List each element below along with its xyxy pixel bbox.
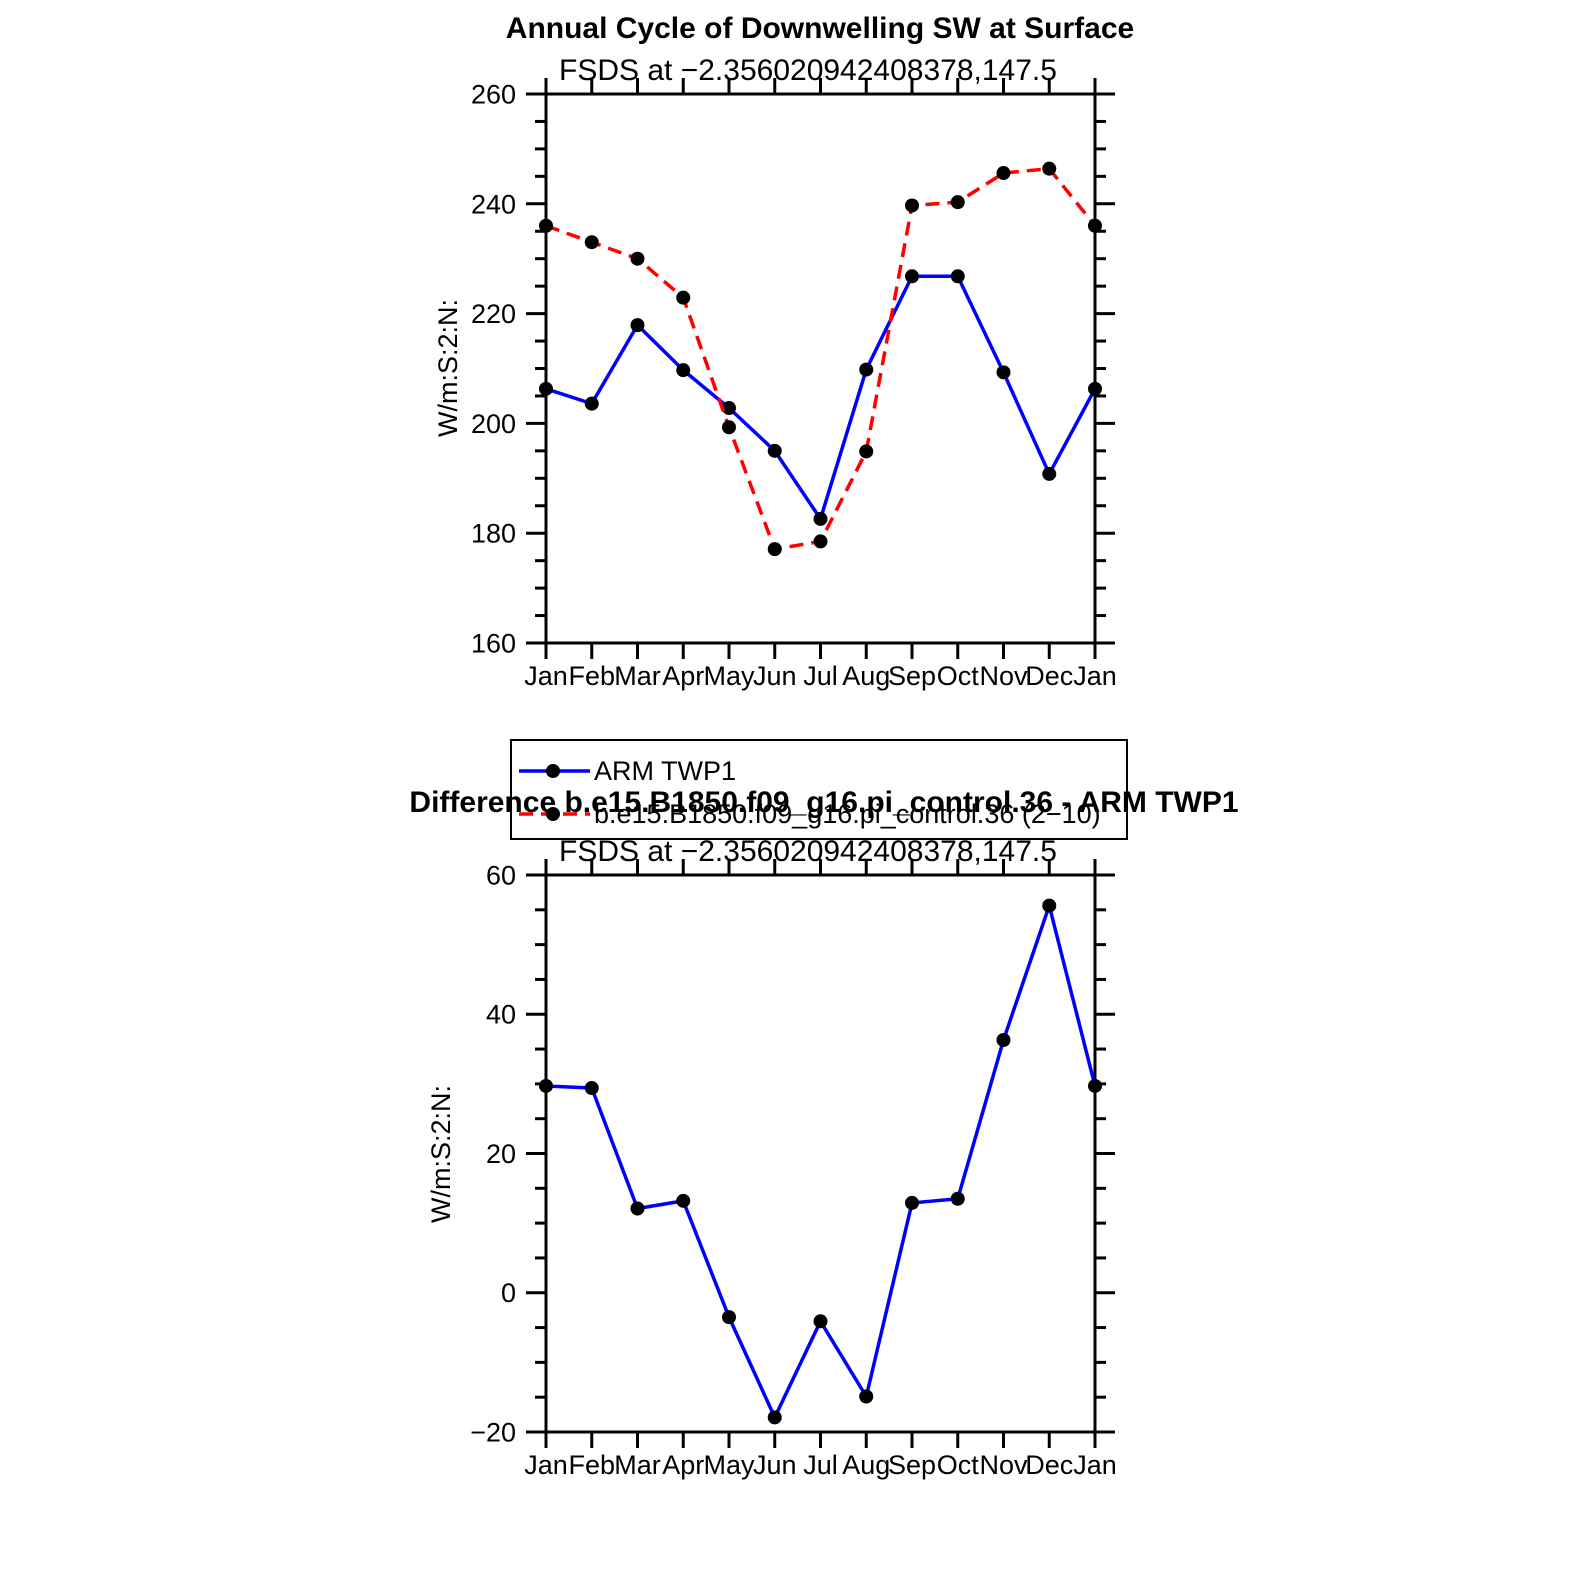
legend-sample-marker bbox=[546, 807, 560, 821]
x-tick-label: Jul bbox=[803, 1450, 838, 1480]
axis-ticks bbox=[526, 859, 1115, 1448]
x-tick-label: Dec bbox=[1025, 1450, 1073, 1480]
x-tick-label: May bbox=[703, 1450, 755, 1480]
x-tick-label: Jan bbox=[1073, 1450, 1117, 1480]
x-tick-label: Oct bbox=[937, 661, 980, 691]
x-tick-label: Apr bbox=[662, 1450, 704, 1480]
series-line bbox=[545, 274, 1097, 521]
x-tick-label: Jan bbox=[1073, 661, 1117, 691]
difference-chart: Difference b.e15.B1850.f09_g16.pi_contro… bbox=[409, 786, 1238, 1480]
x-tick-label: May bbox=[703, 661, 755, 691]
plot-frame bbox=[544, 873, 1097, 1434]
y-tick-label: 40 bbox=[486, 1000, 516, 1030]
axis-ticks bbox=[526, 78, 1115, 659]
x-tick-label: Jan bbox=[524, 1450, 568, 1480]
chart-subtitle: FSDS at −2.356020942408378,147.5 bbox=[559, 54, 1057, 87]
x-tick-label: Dec bbox=[1025, 661, 1073, 691]
y-tick-label: 220 bbox=[471, 299, 516, 329]
legend-samples bbox=[519, 764, 590, 821]
y-axis-label: W/m:S:2:N: bbox=[433, 299, 463, 437]
x-tick-label: Jul bbox=[803, 661, 838, 691]
x-tick-label: Jun bbox=[753, 661, 797, 691]
y-tick-label: 200 bbox=[471, 409, 516, 439]
y-tick-label: 60 bbox=[486, 860, 516, 890]
plot-frame bbox=[544, 92, 1097, 645]
x-tick-label: Feb bbox=[568, 661, 615, 691]
x-tick-label: Aug bbox=[842, 661, 890, 691]
chart-title: Difference b.e15.B1850.f09_g16.pi_contro… bbox=[409, 786, 1238, 819]
x-tick-label: Feb bbox=[568, 1450, 615, 1480]
y-tick-label: 180 bbox=[471, 519, 516, 549]
series-line bbox=[545, 903, 1097, 1420]
series-markers bbox=[539, 269, 1102, 526]
x-tick-label: Oct bbox=[937, 1450, 980, 1480]
series-markers bbox=[539, 161, 1102, 557]
x-tick-label: Jan bbox=[524, 661, 568, 691]
y-tick-label: −20 bbox=[470, 1417, 516, 1447]
y-axis-label: W/m:S:2:N: bbox=[426, 1085, 456, 1223]
x-tick-label: Jun bbox=[753, 1450, 797, 1480]
x-tick-label: Apr bbox=[662, 661, 704, 691]
chart-subtitle: FSDS at −2.356020942408378,147.5 bbox=[559, 835, 1057, 868]
x-tick-label: Mar bbox=[614, 1450, 661, 1480]
legend-entry-model: b.e15.B1850.f09_g16.pi_control.36 (2−10) bbox=[594, 799, 1101, 829]
x-tick-label: Nov bbox=[979, 1450, 1028, 1480]
y-tick-label: 0 bbox=[501, 1278, 516, 1308]
legend-sample-marker bbox=[546, 764, 560, 778]
x-tick-label: Aug bbox=[842, 1450, 890, 1480]
annual-cycle-chart: Annual Cycle of Downwelling SW at Surfac… bbox=[433, 12, 1134, 691]
legend-box bbox=[510, 739, 1128, 840]
y-tick-label: 260 bbox=[471, 79, 516, 109]
x-tick-label: Mar bbox=[614, 661, 661, 691]
legend-entry-arm-twp1: ARM TWP1 bbox=[594, 756, 736, 786]
y-tick-label: 160 bbox=[471, 628, 516, 658]
legend: ARM TWP1 b.e15.B1850.f09_g16.pi_control.… bbox=[510, 739, 1128, 840]
series-line bbox=[545, 166, 1097, 551]
series-markers bbox=[539, 898, 1102, 1425]
chart-title: Annual Cycle of Downwelling SW at Surfac… bbox=[506, 12, 1134, 45]
y-tick-label: 20 bbox=[486, 1139, 516, 1169]
x-tick-label: Nov bbox=[979, 661, 1028, 691]
y-tick-label: 240 bbox=[471, 189, 516, 219]
x-tick-label: Sep bbox=[888, 1450, 936, 1480]
x-tick-label: Sep bbox=[888, 661, 936, 691]
